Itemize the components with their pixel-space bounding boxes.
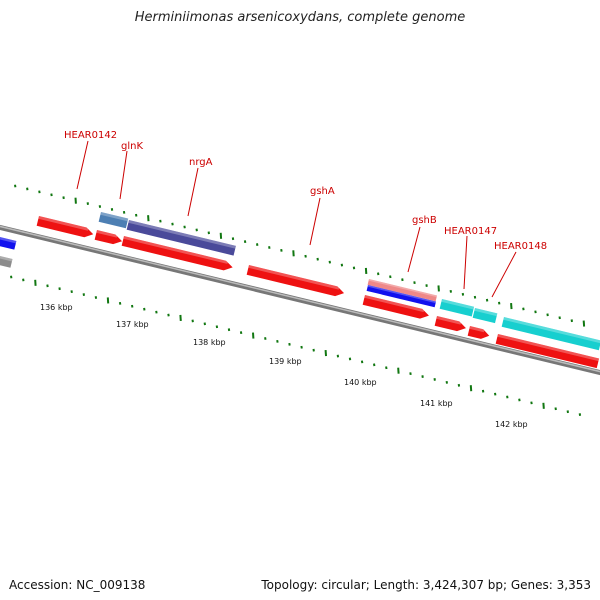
feature-glnK-gene bbox=[98, 212, 129, 229]
leader-gsha bbox=[309, 197, 321, 246]
scale-label-136: 136 kbp bbox=[40, 303, 73, 312]
feature-HEAR0148-gene-a bbox=[472, 308, 498, 324]
accession-text: Accession: NC_009138 bbox=[9, 578, 146, 592]
leader-hear0142 bbox=[76, 140, 89, 190]
feature-HEAR0147-gene-body bbox=[439, 299, 475, 317]
scale-labels: 136 kbp 137 kbp 138 kbp 139 kbp 140 kbp 141 k… bbox=[40, 303, 528, 429]
feature-HEAR0148-cds-b-body bbox=[495, 334, 600, 369]
leader-glnk bbox=[119, 150, 128, 200]
gene-label-glnk: glnK bbox=[121, 141, 143, 152]
feature-HEAR0142-cds-body bbox=[36, 216, 94, 238]
feature-partial-left-blue-body bbox=[0, 236, 17, 250]
feature-glnK-gene-body bbox=[98, 212, 129, 229]
feature-HEAR0147-cds-shine bbox=[436, 316, 462, 325]
feature-HEAR0147-cds-body bbox=[434, 316, 466, 332]
feature-HEAR0148-cds-a bbox=[467, 326, 490, 339]
feature-HEAR0147-gene bbox=[439, 299, 475, 317]
feature-gshB-cds bbox=[362, 295, 429, 319]
feature-HEAR0148-cds-a-shine bbox=[469, 326, 485, 333]
feature-glnK-gene-shine bbox=[100, 212, 129, 222]
feature-HEAR0147-gene-shine bbox=[441, 299, 475, 310]
feature-gshA-cds-body bbox=[246, 265, 345, 297]
feature-HEAR0148-gene-b-shine bbox=[503, 317, 600, 344]
feature-gshB-gene-shine bbox=[368, 279, 438, 298]
leader-nrga bbox=[187, 167, 199, 217]
backbone bbox=[0, 224, 600, 376]
feature-glnK-cds bbox=[94, 230, 123, 245]
summary-text: Topology: circular; Length: 3,424,307 bp… bbox=[261, 578, 591, 592]
scale-label-138: 138 kbp bbox=[193, 338, 226, 347]
lower-tick-track bbox=[10, 275, 582, 416]
feature-gshA-cds bbox=[246, 265, 345, 297]
feature-gshB-blue-body bbox=[366, 285, 437, 308]
feature-nrgA-cds-body bbox=[121, 236, 233, 271]
feature-gshB-blue bbox=[366, 285, 437, 308]
feature-glnK-cds-shine bbox=[96, 230, 118, 238]
gene-label-hear0148: HEAR0148 bbox=[494, 241, 547, 252]
feature-gshB-cds-body bbox=[362, 295, 429, 319]
feature-partial-left-grey bbox=[0, 255, 13, 268]
feature-HEAR0142-cds-shine bbox=[38, 216, 89, 231]
scale-label-142: 142 kbp bbox=[495, 420, 528, 429]
feature-HEAR0148-cds-b bbox=[495, 334, 600, 369]
feature-HEAR0147-cds bbox=[434, 316, 466, 332]
feature-partial-left-blue-shine bbox=[0, 236, 17, 244]
backbone-line bbox=[0, 224, 600, 376]
gene-labels: HEAR0142 glnK nrgA gshA gshB HEAR0147 HEAR0148 bbox=[64, 130, 547, 252]
feature-nrgA-gene-body bbox=[126, 220, 236, 256]
feature-nrgA-cds bbox=[121, 236, 233, 271]
gene-label-hear0147: HEAR0147 bbox=[444, 226, 497, 237]
feature-partial-left-grey-body bbox=[0, 255, 13, 268]
feature-nrgA-gene-shine bbox=[128, 220, 236, 249]
scale-label-140: 140 kbp bbox=[344, 378, 377, 387]
feature-gshB-blue-shine bbox=[367, 285, 437, 304]
feature-gshB-cds-shine bbox=[364, 295, 425, 313]
leader-hear0147 bbox=[463, 235, 468, 290]
feature-HEAR0148-cds-a-body bbox=[467, 326, 490, 339]
feature-gshB-gene bbox=[367, 279, 438, 302]
gene-label-nrga: nrgA bbox=[189, 157, 213, 168]
feature-gshA-cds-shine bbox=[248, 265, 340, 290]
feature-HEAR0148-gene-a-body bbox=[472, 308, 498, 324]
leader-gshb bbox=[407, 226, 421, 273]
upper-tick-track bbox=[14, 184, 586, 327]
scale-label-139: 139 kbp bbox=[269, 357, 302, 366]
feature-HEAR0148-gene-b-body bbox=[501, 317, 600, 351]
label-leaders bbox=[76, 140, 517, 298]
scale-label-137: 137 kbp bbox=[116, 320, 149, 329]
gene-label-gshb: gshB bbox=[412, 215, 437, 226]
feature-HEAR0148-gene-a-shine bbox=[474, 308, 498, 317]
feature-HEAR0142-cds bbox=[36, 216, 94, 238]
feature-gshB-gene-body bbox=[367, 279, 438, 302]
gene-label-hear0142: HEAR0142 bbox=[64, 130, 117, 141]
feature-partial-left-grey-shine bbox=[0, 255, 13, 262]
gene-label-gsha: gshA bbox=[310, 186, 335, 197]
feature-track bbox=[0, 212, 600, 369]
backbone-highlight bbox=[0, 225, 600, 373]
feature-partial-left-blue bbox=[0, 236, 17, 250]
feature-HEAR0148-gene-b bbox=[501, 317, 600, 351]
scale-label-141: 141 kbp bbox=[420, 399, 453, 408]
feature-nrgA-gene bbox=[126, 220, 236, 256]
feature-nrgA-cds-shine bbox=[123, 236, 228, 264]
feature-glnK-cds-body bbox=[94, 230, 123, 245]
feature-HEAR0148-cds-b-shine bbox=[497, 334, 600, 362]
map-title: Herminiimonas arsenicoxydans, complete g… bbox=[134, 10, 466, 25]
leader-hear0148 bbox=[491, 251, 517, 298]
